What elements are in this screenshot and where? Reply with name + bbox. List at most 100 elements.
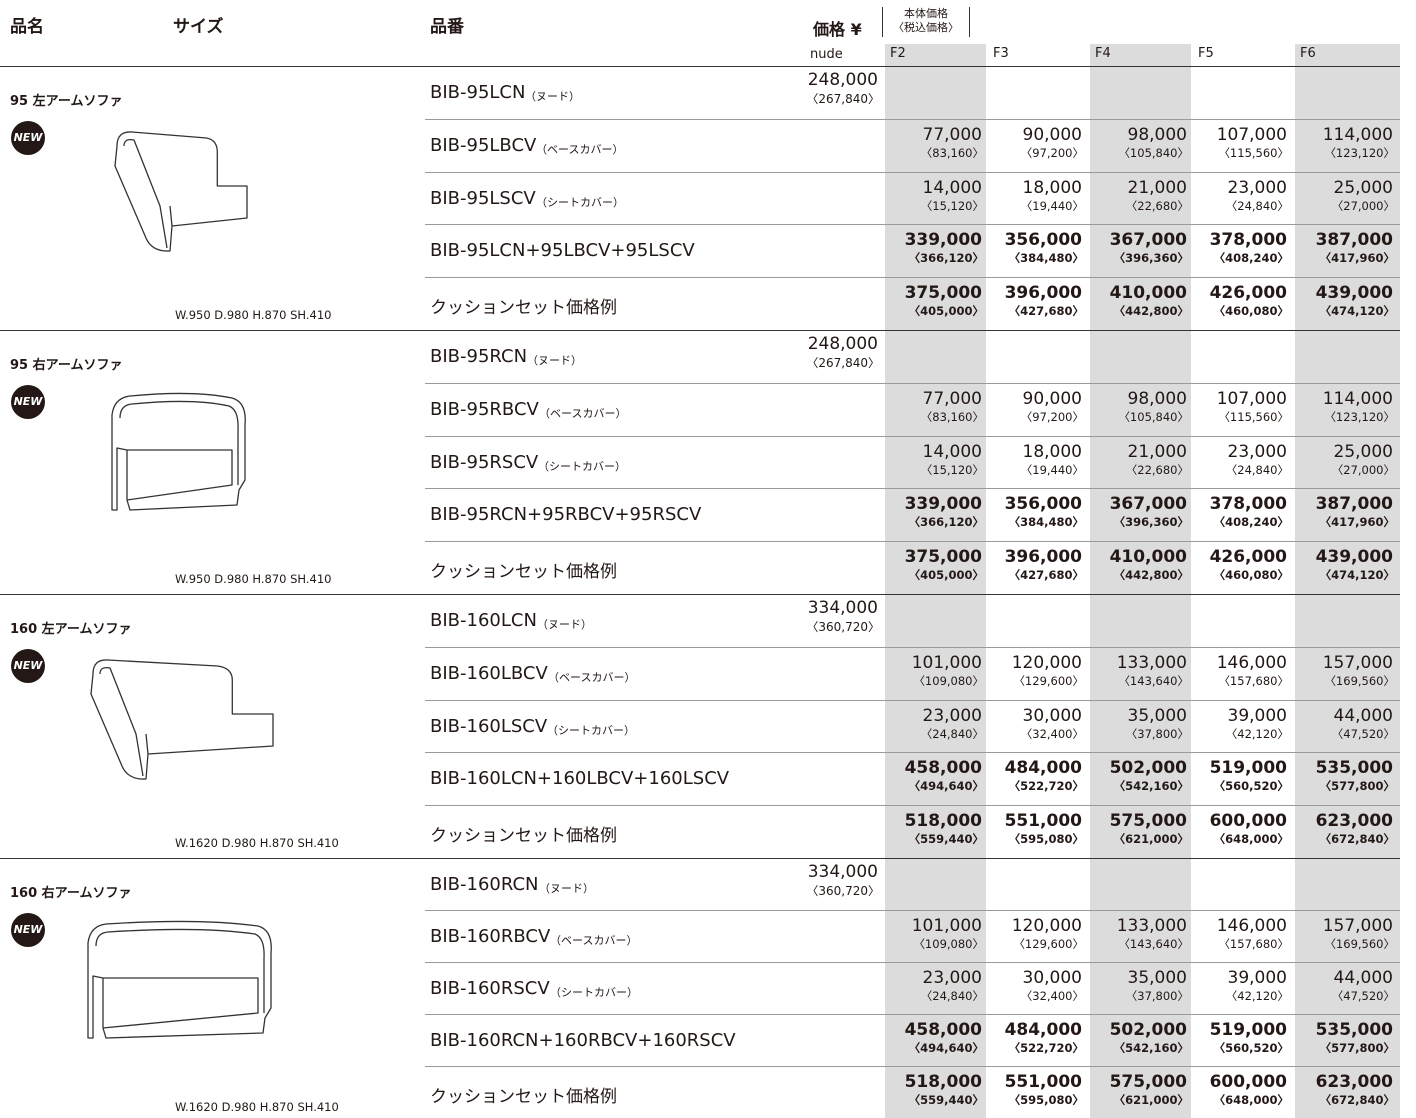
row-rule [425,1014,1400,1015]
product-name: 160 右アームソファ [10,886,132,901]
price: 484,000 [1004,1020,1082,1040]
tax-price: 〈24,840〉 [920,989,984,1003]
sofa-drawing [87,920,272,1039]
price: 356,000 [1004,494,1082,515]
tax-price: 〈157,680〉 [1218,673,1289,688]
price: 600,000 [1209,811,1287,832]
tax-price: 〈408,240〉 [1213,251,1289,266]
header-code: 品番 [430,17,464,37]
price: 30,000 [1022,968,1082,988]
section-rule [0,594,1400,595]
price: 519,000 [1209,758,1287,779]
price: 30,000 [1022,705,1082,726]
item-code: BIB-160LCN [430,610,537,631]
price: 339,000 [904,230,982,251]
tax-price: 〈560,520〉 [1213,1041,1289,1055]
tax-price: 〈47,520〉 [1331,726,1395,741]
item-code: BIB-160RBCV [430,926,551,947]
row-rule [425,646,1400,648]
item-note: （ヌード） [527,354,582,367]
shaded-column [1090,44,1191,1118]
tax-price: 〈672,840〉 [1319,832,1395,847]
price: 14,000 [922,441,982,462]
section-rule [0,858,1400,859]
tax-price: 〈577,800〉 [1319,1041,1395,1055]
price: 387,000 [1315,230,1393,251]
nude-tax-price: 〈267,840〉 [806,356,880,370]
item-note: （ヌード） [539,882,594,895]
price: 518,000 [904,1072,982,1092]
tax-price: 〈494,640〉 [908,1041,984,1055]
tax-price: 〈42,120〉 [1225,989,1289,1003]
tax-price: 〈542,160〉 [1113,1041,1189,1055]
header-name: 品名 [10,17,44,37]
tax-price: 〈22,680〉 [1125,198,1189,213]
tax-price: 〈143,640〉 [1118,937,1189,951]
price: 23,000 [1227,177,1287,198]
price: 77,000 [922,124,982,145]
item-code: BIB-95RCN [430,346,528,367]
price: 410,000 [1109,283,1187,304]
tax-price: 〈442,800〉 [1113,568,1189,583]
tax-price: 〈474,120〉 [1319,304,1395,319]
sofa-outline [90,659,274,780]
tax-price: 〈460,080〉 [1213,304,1289,319]
price: 535,000 [1315,1020,1393,1040]
item-note: （ヌード） [537,618,592,631]
tax-price: 〈123,120〉 [1324,409,1395,424]
tax-price: 〈97,200〉 [1020,145,1084,160]
fabric-header: F5 [1198,46,1214,61]
row-rule [425,1066,1400,1067]
tax-price: 〈648,000〉 [1213,1093,1289,1107]
price: 35,000 [1127,968,1187,988]
tax-price: 〈595,080〉 [1008,1093,1084,1107]
tax-price: 〈396,360〉 [1113,251,1189,266]
price: 623,000 [1315,811,1393,832]
item-note: （シートカバー） [547,723,635,737]
tax-price: 〈97,200〉 [1020,409,1084,424]
tax-price: 〈621,000〉 [1113,1093,1189,1107]
price: 107,000 [1216,124,1287,145]
price: 133,000 [1116,916,1187,936]
price: 551,000 [1004,1072,1082,1092]
dimensions: W.950 D.980 H.870 SH.410 [175,308,332,322]
new-badge: NEW [11,385,45,419]
item-note: （シートカバー） [550,986,638,999]
tax-price: 〈15,120〉 [920,462,984,477]
price: 426,000 [1209,547,1287,568]
price: 575,000 [1109,811,1187,832]
item-code: BIB-160LCN+160LBCV+160LSCV [430,768,730,790]
new-badge: NEW [11,913,45,947]
tax-price: 〈408,240〉 [1213,515,1289,530]
price: 535,000 [1315,758,1393,779]
price: 101,000 [911,652,982,673]
price: 410,000 [1109,547,1187,568]
fabric-header: F2 [890,46,906,61]
price: 14,000 [922,177,982,198]
fabric-header: F6 [1300,46,1316,61]
price: 502,000 [1109,758,1187,779]
price: 396,000 [1004,547,1082,568]
tax-price: 〈32,400〉 [1020,989,1084,1003]
tax-price: 〈522,720〉 [1008,1041,1084,1055]
row-rule [425,488,1400,490]
nude-tax-price: 〈267,840〉 [806,92,880,106]
row-rule [425,277,1400,279]
tax-price: 〈37,800〉 [1125,989,1189,1003]
tax-price: 〈494,640〉 [908,779,984,794]
price: 458,000 [904,1020,982,1040]
tax-price: 〈595,080〉 [1008,832,1084,847]
tax-price: 〈22,680〉 [1125,462,1189,477]
dimensions: W.1620 D.980 H.870 SH.410 [175,836,339,850]
price: 23,000 [922,705,982,726]
item-code: クッションセット価格例 [430,1087,617,1107]
item-code: クッションセット価格例 [430,298,617,319]
item-code: BIB-95LCN+95LBCV+95LSCV [430,240,695,262]
tax-price: 〈417,960〉 [1319,515,1395,530]
item-code: BIB-95RBCV [430,398,539,420]
price: 600,000 [1209,1072,1287,1092]
price: 18,000 [1022,441,1082,462]
price: 502,000 [1109,1020,1187,1040]
row-rule [425,699,1400,701]
price: 484,000 [1004,758,1082,779]
